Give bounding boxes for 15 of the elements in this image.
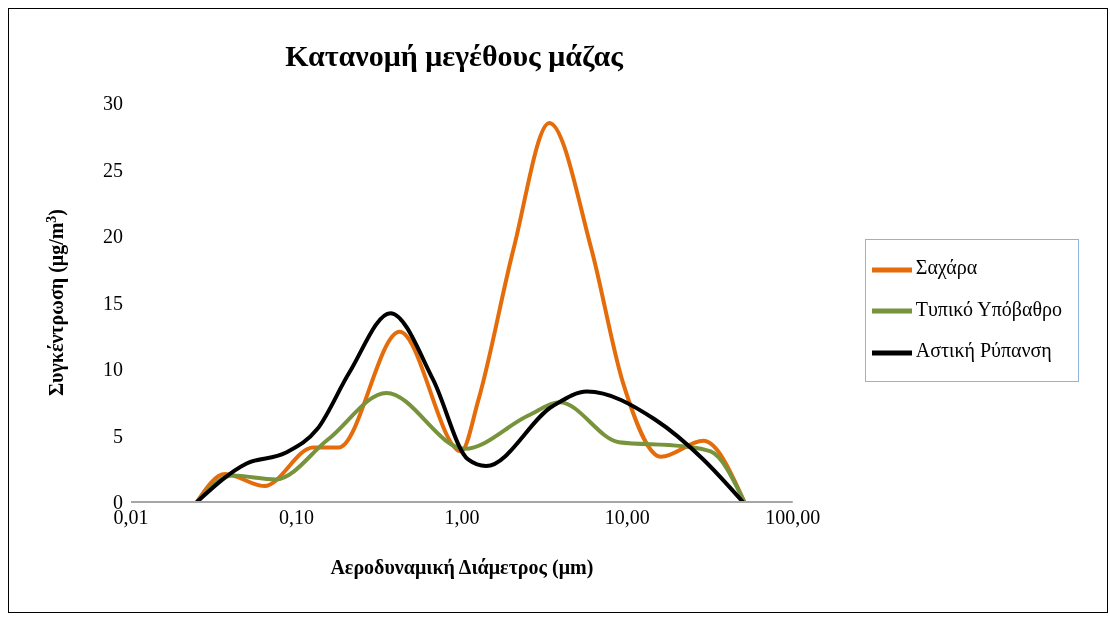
x-tick-label: 0,10 [278,506,314,529]
y-tick-label: 30 [103,92,123,115]
legend-label: Τυπικό Υπόβαθρο [915,297,1062,320]
y-tick-label: 10 [103,358,123,381]
x-axis-title: Αεροδυναμική Διάμετρος (μm) [330,556,594,579]
y-tick-label: 5 [113,424,123,447]
x-tick-label: 10,00 [604,506,650,529]
y-tick-label: 25 [103,158,123,181]
x-tick-label: 100,00 [765,506,821,529]
legend-label: Σαχάρα [915,256,978,279]
y-tick-label: 20 [103,225,123,248]
chart-title: Κατανομή μεγέθους μάζας [284,39,625,73]
legend-label: Αστική Ρύπανση [915,339,1052,362]
y-tick-label: 15 [103,291,123,314]
x-tick-label: 1,00 [444,506,480,529]
